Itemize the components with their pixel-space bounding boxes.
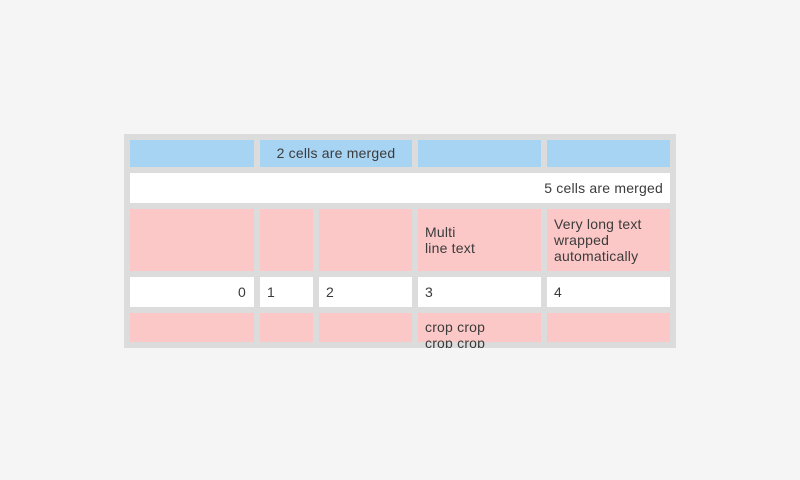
table-cell[interactable] xyxy=(547,313,670,342)
table-cell[interactable] xyxy=(260,313,313,342)
table-cell[interactable] xyxy=(130,313,254,342)
table-cell-merged-2[interactable]: 2 cells are merged xyxy=(260,140,412,167)
table-cell-cropped-text[interactable]: crop crop crop crop xyxy=(418,313,541,348)
table-row-numbers: 0 1 2 3 4 xyxy=(130,277,670,307)
table-cell-merged-5[interactable]: 5 cells are merged xyxy=(130,173,670,203)
table-row-header: 2 cells are merged xyxy=(130,140,670,167)
table-cell-number[interactable]: 2 xyxy=(319,277,412,307)
table-row-cropped: crop crop crop crop xyxy=(130,313,670,348)
table-cell[interactable] xyxy=(319,313,412,342)
table-cell[interactable] xyxy=(130,140,254,167)
table-row-merged-5: 5 cells are merged xyxy=(130,173,670,203)
table-cell[interactable] xyxy=(260,209,313,271)
table-cell-number[interactable]: 1 xyxy=(260,277,313,307)
table-cell-number[interactable]: 4 xyxy=(547,277,670,307)
table-widget: 2 cells are merged 5 cells are merged Mu… xyxy=(124,134,676,348)
table-cell[interactable] xyxy=(547,140,670,167)
table-cell-number[interactable]: 0 xyxy=(130,277,254,307)
table-row-multiline: Multi line text Very long text wrapped a… xyxy=(130,209,670,271)
table-cell-number[interactable]: 3 xyxy=(418,277,541,307)
table-cell-wrapped[interactable]: Very long text wrapped automatically xyxy=(547,209,670,271)
table-cell[interactable] xyxy=(130,209,254,271)
table-cell-multiline[interactable]: Multi line text xyxy=(418,209,541,271)
table-cell[interactable] xyxy=(319,209,412,271)
table-cell[interactable] xyxy=(418,140,541,167)
